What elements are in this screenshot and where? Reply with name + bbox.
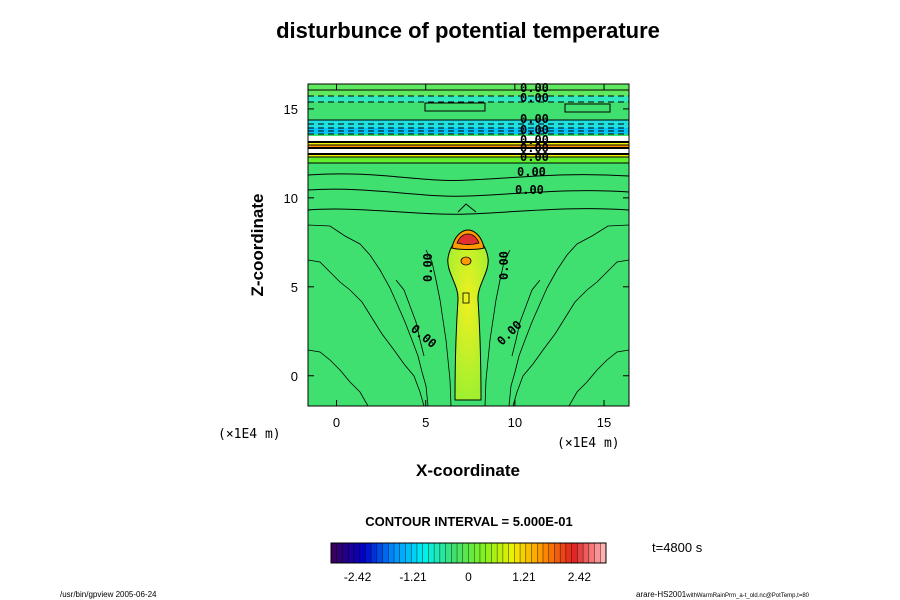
band-white-2 (308, 148, 629, 154)
x-ticks: 0 5 10 15 (333, 84, 611, 430)
contour-label: 0.00 (515, 183, 544, 197)
colorbar-segment (508, 543, 515, 563)
z-ticks: 0 5 10 15 (284, 102, 629, 384)
band-white (308, 136, 629, 142)
band-contours (308, 89, 629, 215)
colorbar-frame (330, 542, 607, 564)
colorbar-segment (342, 543, 349, 563)
colorbar-segment (371, 543, 378, 563)
wave-contours (308, 224, 629, 406)
contour-label: 0.00 (520, 112, 549, 126)
x-tick-label: 5 (422, 415, 429, 430)
colorbar-tick-label: -1.21 (399, 570, 427, 584)
colorbar-segment (565, 543, 572, 563)
footer-right: arare-HS2001withWarmRainPrm_a-t_old.nc@P… (636, 590, 810, 599)
colorbar-segment (399, 543, 406, 563)
z-tick-label: 15 (284, 102, 298, 117)
colorbar-segment (451, 543, 458, 563)
band-cyan-1 (308, 96, 629, 102)
colorbar-segment (502, 543, 509, 563)
colorbar-segment (376, 543, 383, 563)
colorbar-segment (600, 543, 607, 563)
colorbar-segment (491, 543, 498, 563)
colorbar-segment (353, 543, 360, 563)
colorbar-segment (457, 543, 464, 563)
chart-title: disturbunce of potential temperature (276, 18, 660, 43)
colorbar-segment (571, 543, 578, 563)
colorbar-segment (405, 543, 412, 563)
x-unit-right: (×1E4 m) (557, 436, 620, 451)
colorbar-segment (428, 543, 435, 563)
colorbar-segment (474, 543, 481, 563)
colorbar: -2.42 -1.21 0 1.21 2.42 (330, 542, 607, 584)
colorbar-segment (514, 543, 521, 563)
colorbar-segment (382, 543, 389, 563)
colorbar-segment (542, 543, 550, 563)
colorbar-segment (416, 543, 423, 563)
x-unit-left: (×1E4 m) (218, 427, 281, 442)
colorbar-segment (525, 543, 532, 563)
contour-interval: CONTOUR INTERVAL = 5.000E-01 (365, 514, 572, 529)
colorbar-segment (468, 543, 475, 563)
footer-right-main: arare-HS2001 (636, 590, 687, 599)
x-axis-label: X-coordinate (416, 461, 520, 480)
x-tick-label: 0 (333, 415, 340, 430)
colorbar-segment (577, 543, 584, 563)
colorbar-segment (531, 543, 538, 563)
contour-label: 0.00 (520, 141, 549, 155)
contour-label: 0.00 (497, 251, 511, 280)
colorbar-segment (520, 543, 527, 563)
colorbar-segment (434, 543, 441, 563)
colorbar-segment (537, 543, 544, 563)
band-green-2 (308, 157, 629, 163)
z-tick-label: 5 (291, 280, 298, 295)
colorbar-segment (554, 543, 561, 563)
band-orange (308, 145, 629, 148)
colorbar-tick-label: -2.42 (344, 570, 372, 584)
colorbar-segment (422, 543, 429, 563)
footer-left: /usr/bin/gpview 2005-06-24 (60, 590, 157, 599)
colorbar-segment (594, 543, 601, 563)
z-tick-label: 10 (284, 191, 298, 206)
contour-label: 0.00 (520, 91, 549, 105)
z-axis-label: Z-coordinate (248, 194, 267, 297)
colorbar-segment (560, 543, 567, 563)
colorbar-segment (411, 543, 418, 563)
colorbar-segment (439, 543, 446, 563)
colorbar-tick-label: 1.21 (512, 570, 536, 584)
colorbar-segment (583, 543, 590, 563)
colorbar-segment (497, 543, 504, 563)
footer-right-sub: withWarmRainPrm_a-t_old.nc@PotTemp,t=80 (685, 593, 809, 599)
plot-area: 0.00 0.00 0.00 0.00 0.00 0.00 0.00 0.00 … (284, 81, 630, 430)
colorbar-segment (359, 543, 366, 563)
x-tick-label: 10 (508, 415, 522, 430)
colorbar-segment (348, 543, 355, 563)
colorbar-segment (388, 543, 395, 563)
contour-label: 0.00 (517, 165, 546, 179)
colorbar-segment (365, 543, 372, 563)
contour-label: 0.00 (520, 150, 549, 164)
colorbar-segment (479, 543, 486, 563)
time-label: t=4800 s (652, 540, 703, 555)
colorbar-segment (394, 543, 401, 563)
band-yellow-2 (308, 154, 629, 157)
z-tick-label: 0 (291, 369, 298, 384)
band-yellow (308, 142, 629, 145)
colorbar-tick-label: 2.42 (568, 570, 592, 584)
colorbar-segment (445, 543, 452, 563)
colorbar-segment (462, 543, 469, 563)
colorbar-segment (336, 543, 343, 563)
contour-label: 0.00 (421, 253, 435, 282)
thermal-plume (447, 203, 489, 401)
colorbar-segment (331, 543, 338, 563)
x-tick-label: 15 (597, 415, 611, 430)
colorbar-segment (548, 543, 555, 563)
plot-frame (307, 83, 630, 407)
colorbar-segment (485, 543, 492, 563)
colorbar-tick-label: 0 (465, 570, 472, 584)
colorbar-segment (588, 543, 595, 563)
contour-label: 0.00 (520, 123, 549, 137)
contour-label: 0.00 (520, 133, 549, 147)
